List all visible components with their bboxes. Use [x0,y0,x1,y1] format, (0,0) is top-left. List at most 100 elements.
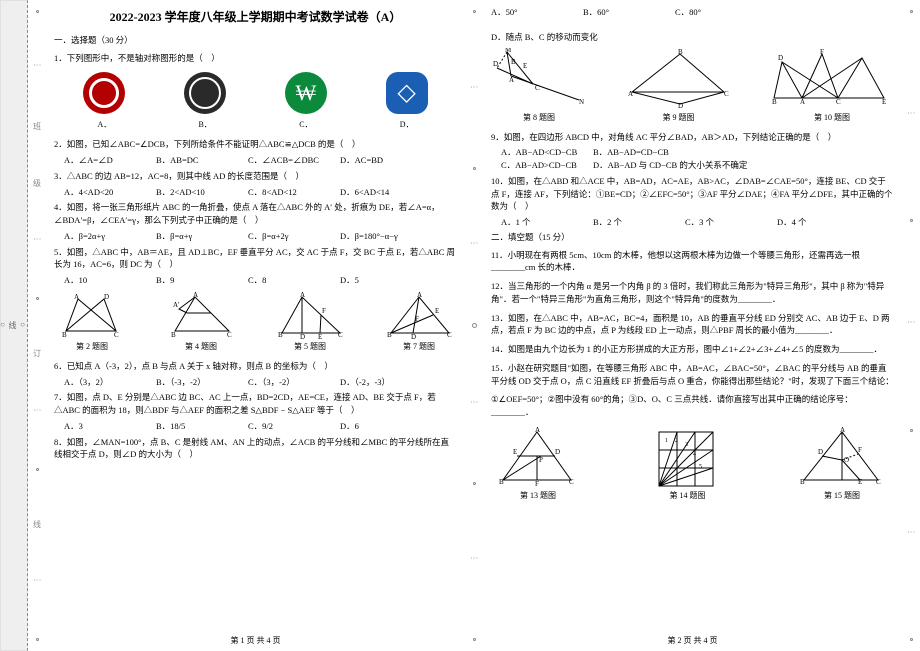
center-spine: ⋮⋮ ⋮⋮ [465,0,483,651]
question-3: 3．△ABC 的边 AB=12，AC=8，则其中线 AD 的长度范围是（ ） [54,170,457,183]
svg-text:A: A [193,291,198,299]
figure-row-2: MNACDBE 第 8 题图 ABCD 第 9 题图 BACEDF 第 10 题… [493,48,892,124]
question-12: 12．当三角形的一个内角 α 是另一个内角 β 的 3 倍时，我们称此三角形为"… [491,280,894,306]
page-1-footer: 第 1 页 共 4 页 [54,631,457,647]
svg-text:B: B [499,478,504,486]
logo-b-icon [184,72,226,114]
question-11: 11．小明现在有两根 5cm、10cm 的木棒，他想以这两根木棒为边做一个等腰三… [491,249,894,275]
question-1: 1．下列图形中，不是轴对称图形的是（ ） [54,52,457,65]
section-heading-2: 二．填空题（15 分） [491,231,894,244]
svg-text:A: A [300,291,305,299]
svg-text:F: F [535,480,539,488]
q10-options: A．1 个 B．2 个 C．3 个 D．4 个 [501,216,894,229]
svg-text:E: E [513,448,517,456]
q9-options: A．AB−AD<CD−CB B．AB−AD=CD−CB [501,146,894,159]
svg-text:C: C [724,90,729,98]
svg-text:A: A [840,426,845,434]
fig-q4: BCAA' 第 4 题图 [165,291,237,353]
figure-row-1: BCAD 第 2 题图 BCAA' 第 4 题图 BCADEF 第 5 题图 B… [56,291,455,353]
svg-text:F: F [322,307,326,315]
question-4: 4．如图，将一张三角形纸片 ABC 的一角折叠，使点 A 落在△ABC 外的 A… [54,201,457,227]
question-14: 14．如图是由九个边长为 1 的小正方形拼成的大正方形，图中∠1+∠2+∠3+∠… [491,343,894,356]
svg-text:D: D [678,102,683,110]
svg-text:C: C [569,478,574,486]
svg-text:B: B [62,331,67,339]
page-2-footer: 第 2 页 共 4 页 [491,631,894,647]
page-2: A．50° B．60° C．80° D．随点 B、C 的移动而变化 M N A C D B… [483,0,902,651]
svg-text:E: E [858,478,862,486]
binding-gutter-right: ⋮⋮⋮ [902,0,920,651]
svg-text:4: 4 [693,452,696,458]
question-13: 13．如图，在△ABC 中，AB=AC，BC=4，面积是 10，AB 的垂直平分… [491,312,894,338]
question-10: 10．如图，在△ABD 和△ACE 中，AB=AD，AC=AE，AB>AC，∠D… [491,175,894,213]
svg-text:A': A' [173,301,179,309]
svg-text:F: F [415,315,419,323]
svg-text:B: B [171,331,176,339]
q4-options: A．β=2α+γ B．β=α+γ C．β=α+2γ D．β=180°−α−γ [64,230,457,243]
svg-text:D: D [493,60,498,68]
q5-options: A．10 B．9 C．8 D．5 [64,274,457,287]
svg-text:B: B [800,478,805,486]
fig-q7: BCADEF 第 7 题图 [383,291,455,353]
svg-text:D: D [411,333,416,339]
svg-text:E: E [318,333,322,339]
question-9: 9．如图，在四边形 ABCD 中，对角线 AC 平分∠BAD，AB＞AD，下列结… [491,131,894,144]
fig-q14: 12345 第 14 题图 [653,426,723,502]
svg-text:C: C [227,331,232,339]
exam-sheet: ○线○订○装○ 未命名 ○外○ ⋮ 班级 ⋮ 订 ⋮ 线 ⋮ 2022-2023… [0,0,920,651]
fig-q9: ABCD 第 9 题图 [624,48,734,124]
svg-text:C: C [447,331,452,339]
logo-d-icon [386,72,428,114]
svg-text:3: 3 [685,442,688,448]
svg-text:5: 5 [699,464,702,470]
svg-text:D: D [778,54,783,62]
fig-q5: BCADEF 第 5 题图 [274,291,346,353]
svg-text:M: M [505,48,512,54]
svg-text:A: A [535,426,540,434]
svg-text:E: E [882,98,886,106]
fig-q8: MNACDBE 第 8 题图 [493,48,585,124]
fig-q2: BCAD 第 2 题图 [56,291,128,353]
svg-text:A: A [509,76,514,84]
svg-text:B: B [678,48,683,56]
svg-text:B: B [387,331,392,339]
q9-options-b: C．AB−AD>CD−CB D．AB−AD 与 CD−CB 的大小关系不确定 [501,159,894,172]
svg-text:C: C [338,331,343,339]
svg-text:D: D [300,333,305,339]
logo-a-icon [83,72,125,114]
svg-text:D: D [555,448,560,456]
svg-text:C: C [876,478,881,486]
svg-text:A: A [74,293,79,301]
q8-options: A．50° B．60° C．80° D．随点 B、C 的移动而变化 [491,6,894,44]
q2-options: A．∠A=∠D B．AB=DC C．∠ACB=∠DBC D．AC=BD [64,154,457,167]
fig-q15: BCADOEF 第 15 题图 [792,426,892,502]
binding-gutter-inner: ⋮ 班级 ⋮ 订 ⋮ 线 ⋮ [28,0,46,651]
svg-text:A: A [417,291,422,299]
q3-options: A．4<AD<20 B．2<AD<10 C．8<AD<12 D．6<AD<14 [64,186,457,199]
svg-text:D: D [104,293,109,301]
question-6: 6．已知点 A（-3，2），点 B 与点 A 关于 x 轴对称，则点 B 的坐标… [54,360,457,373]
question-7: 7．如图，点 D、E 分别是△ABC 边 BC、AC 上一点，BD=2CD，AE… [54,391,457,417]
svg-text:F: F [820,48,824,56]
svg-text:N: N [579,98,584,106]
question-5: 5．如图，△ABC 中，AB＝AE，且 AD⊥BC，EF 垂直平分 AC，交 A… [54,246,457,272]
fig-q10: BACEDF 第 10 题图 [772,48,892,124]
svg-text:C: C [535,84,540,92]
q1-figures: A． B． C． D． [54,72,457,132]
svg-text:B: B [278,331,283,339]
page-1: 2022-2023 学年度八年级上学期期中考试数学试卷（A） 一．选择题（30 … [46,0,465,651]
fig-q13: BCAFEDP 第 13 题图 [493,426,583,502]
exam-title: 2022-2023 学年度八年级上学期期中考试数学试卷（A） [54,8,457,26]
logo-c-icon [285,72,327,114]
section-heading-1: 一．选择题（30 分） [54,34,457,47]
svg-text:A: A [800,98,805,106]
question-15b: ①∠OEF=50°；②图中没有 60°的角；③D、O、C 三点共线．请你直接写出… [491,393,894,419]
svg-text:2: 2 [675,438,678,444]
svg-text:A: A [628,90,633,98]
svg-text:B: B [772,98,777,106]
question-15: 15．小赵在研究题目"如图，在等腰三角形 ABC 中，AB=AC，∠BAC=50… [491,362,894,388]
binding-gutter-far: ○线○订○装○ 未命名 ○外○ [0,0,28,651]
svg-text:F: F [858,446,862,454]
q7-options: A．3 B．18/5 C．9/2 D．6 [64,420,457,433]
svg-text:D: D [818,448,823,456]
